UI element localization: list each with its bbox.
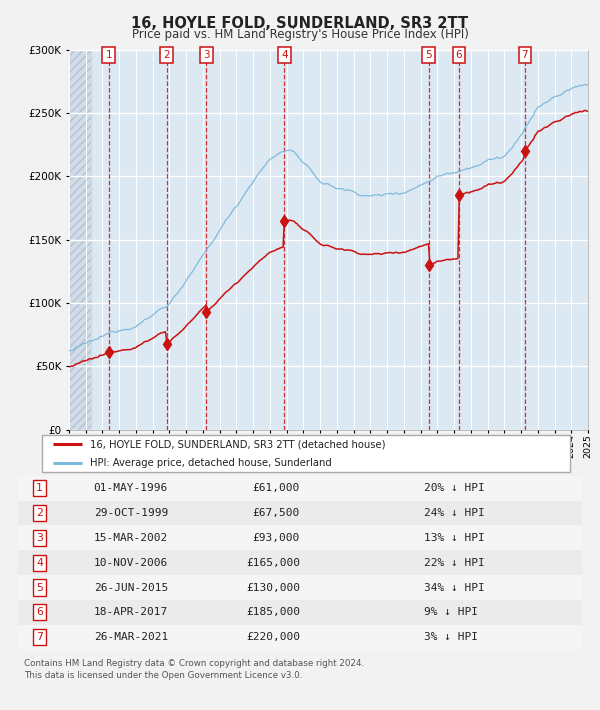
- Text: 1: 1: [36, 483, 43, 493]
- Text: 9% ↓ HPI: 9% ↓ HPI: [424, 607, 478, 618]
- Text: Contains HM Land Registry data © Crown copyright and database right 2024.
This d: Contains HM Land Registry data © Crown c…: [24, 659, 364, 680]
- Text: 13% ↓ HPI: 13% ↓ HPI: [424, 532, 485, 543]
- Text: Price paid vs. HM Land Registry's House Price Index (HPI): Price paid vs. HM Land Registry's House …: [131, 28, 469, 41]
- Text: 6: 6: [36, 607, 43, 618]
- Text: 16, HOYLE FOLD, SUNDERLAND, SR3 2TT (detached house): 16, HOYLE FOLD, SUNDERLAND, SR3 2TT (det…: [89, 439, 385, 449]
- Text: 5: 5: [425, 50, 432, 60]
- Text: 26-MAR-2021: 26-MAR-2021: [94, 632, 168, 643]
- Text: 5: 5: [36, 582, 43, 593]
- Text: 7: 7: [36, 632, 43, 643]
- Text: 20% ↓ HPI: 20% ↓ HPI: [424, 483, 485, 493]
- Text: 3% ↓ HPI: 3% ↓ HPI: [424, 632, 478, 643]
- Text: 2: 2: [163, 50, 170, 60]
- Text: HPI: Average price, detached house, Sunderland: HPI: Average price, detached house, Sund…: [89, 458, 331, 468]
- Text: £93,000: £93,000: [253, 532, 300, 543]
- Text: 26-JUN-2015: 26-JUN-2015: [94, 582, 168, 593]
- Text: 3: 3: [36, 532, 43, 543]
- Bar: [18, 476, 582, 501]
- Text: 3: 3: [203, 50, 209, 60]
- Text: 01-MAY-1996: 01-MAY-1996: [94, 483, 168, 493]
- FancyBboxPatch shape: [42, 435, 570, 472]
- Text: 18-APR-2017: 18-APR-2017: [94, 607, 168, 618]
- Text: 34% ↓ HPI: 34% ↓ HPI: [424, 582, 485, 593]
- Text: 15-MAR-2002: 15-MAR-2002: [94, 532, 168, 543]
- Text: 10-NOV-2006: 10-NOV-2006: [94, 557, 168, 568]
- Text: 22% ↓ HPI: 22% ↓ HPI: [424, 557, 485, 568]
- Text: 2: 2: [36, 508, 43, 518]
- Text: 24% ↓ HPI: 24% ↓ HPI: [424, 508, 485, 518]
- Text: £185,000: £185,000: [246, 607, 300, 618]
- Text: £130,000: £130,000: [246, 582, 300, 593]
- Text: 29-OCT-1999: 29-OCT-1999: [94, 508, 168, 518]
- Text: 4: 4: [36, 557, 43, 568]
- Text: 1: 1: [106, 50, 112, 60]
- Text: £61,000: £61,000: [253, 483, 300, 493]
- Bar: [69, 50, 91, 430]
- Bar: [18, 600, 582, 625]
- Text: 7: 7: [521, 50, 528, 60]
- Bar: [18, 550, 582, 575]
- Bar: [18, 525, 582, 550]
- Bar: [18, 575, 582, 600]
- Text: £67,500: £67,500: [253, 508, 300, 518]
- Text: £220,000: £220,000: [246, 632, 300, 643]
- Text: 6: 6: [455, 50, 462, 60]
- Bar: [69, 50, 91, 430]
- Text: 4: 4: [281, 50, 287, 60]
- Text: £165,000: £165,000: [246, 557, 300, 568]
- Bar: [18, 625, 582, 650]
- Bar: [18, 501, 582, 525]
- Text: 16, HOYLE FOLD, SUNDERLAND, SR3 2TT: 16, HOYLE FOLD, SUNDERLAND, SR3 2TT: [131, 16, 469, 31]
